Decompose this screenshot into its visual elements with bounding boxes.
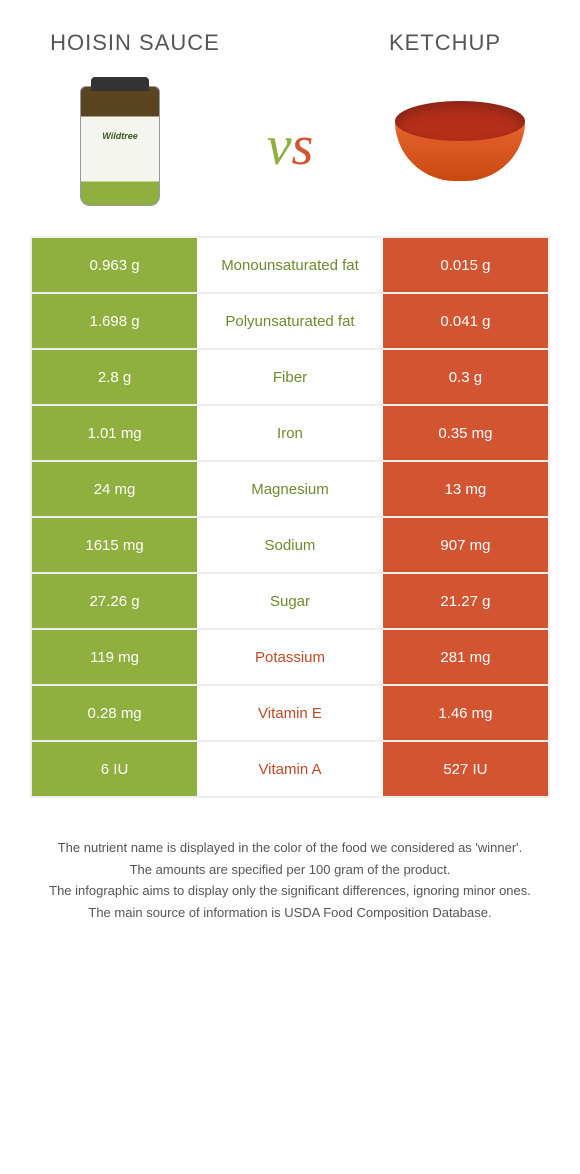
- nutrient-name-cell: Vitamin A: [197, 742, 383, 796]
- right-value-cell: 0.35 mg: [383, 406, 548, 460]
- comparison-table: 0.963 gMonounsaturated fat0.015 g1.698 g…: [30, 236, 550, 798]
- table-row: 27.26 gSugar21.27 g: [32, 572, 548, 628]
- left-product-title: HOISIN SAUCE: [50, 30, 220, 56]
- left-value-cell: 1.01 mg: [32, 406, 197, 460]
- product-images-row: Wildtree vs: [0, 66, 580, 236]
- nutrient-name-cell: Vitamin E: [197, 686, 383, 740]
- right-value-cell: 0.041 g: [383, 294, 548, 348]
- nutrient-name-cell: Monounsaturated fat: [197, 238, 383, 292]
- nutrient-name-cell: Fiber: [197, 350, 383, 404]
- table-row: 1.698 gPolyunsaturated fat0.041 g: [32, 292, 548, 348]
- right-value-cell: 21.27 g: [383, 574, 548, 628]
- table-row: 0.28 mgVitamin E1.46 mg: [32, 684, 548, 740]
- footer-line: The nutrient name is displayed in the co…: [30, 838, 550, 858]
- left-value-cell: 119 mg: [32, 630, 197, 684]
- left-value-cell: 0.28 mg: [32, 686, 197, 740]
- left-value-cell: 2.8 g: [32, 350, 197, 404]
- right-product-image: [390, 76, 530, 216]
- ketchup-bowl-icon: [395, 101, 525, 191]
- table-row: 0.963 gMonounsaturated fat0.015 g: [32, 236, 548, 292]
- footer-notes: The nutrient name is displayed in the co…: [30, 838, 550, 922]
- nutrient-name-cell: Magnesium: [197, 462, 383, 516]
- table-row: 1.01 mgIron0.35 mg: [32, 404, 548, 460]
- left-value-cell: 24 mg: [32, 462, 197, 516]
- nutrient-name-cell: Iron: [197, 406, 383, 460]
- hoisin-jar-icon: Wildtree: [80, 86, 160, 206]
- table-row: 119 mgPotassium281 mg: [32, 628, 548, 684]
- nutrient-name-cell: Sodium: [197, 518, 383, 572]
- left-value-cell: 0.963 g: [32, 238, 197, 292]
- footer-line: The main source of information is USDA F…: [30, 903, 550, 923]
- right-product-title: KETCHUP: [360, 30, 530, 56]
- right-value-cell: 527 IU: [383, 742, 548, 796]
- table-row: 6 IUVitamin A527 IU: [32, 740, 548, 796]
- left-value-cell: 1.698 g: [32, 294, 197, 348]
- table-row: 2.8 gFiber0.3 g: [32, 348, 548, 404]
- right-value-cell: 1.46 mg: [383, 686, 548, 740]
- table-row: 24 mgMagnesium13 mg: [32, 460, 548, 516]
- right-value-cell: 13 mg: [383, 462, 548, 516]
- header: HOISIN SAUCE KETCHUP: [0, 0, 580, 66]
- nutrient-name-cell: Sugar: [197, 574, 383, 628]
- right-value-cell: 907 mg: [383, 518, 548, 572]
- footer-line: The infographic aims to display only the…: [30, 881, 550, 901]
- table-row: 1615 mgSodium907 mg: [32, 516, 548, 572]
- vs-label: vs: [267, 114, 314, 178]
- right-value-cell: 0.015 g: [383, 238, 548, 292]
- nutrient-name-cell: Potassium: [197, 630, 383, 684]
- left-value-cell: 6 IU: [32, 742, 197, 796]
- nutrient-name-cell: Polyunsaturated fat: [197, 294, 383, 348]
- left-value-cell: 27.26 g: [32, 574, 197, 628]
- footer-line: The amounts are specified per 100 gram o…: [30, 860, 550, 880]
- left-product-image: Wildtree: [50, 76, 190, 216]
- left-value-cell: 1615 mg: [32, 518, 197, 572]
- right-value-cell: 0.3 g: [383, 350, 548, 404]
- jar-brand-label: Wildtree: [81, 87, 159, 141]
- right-value-cell: 281 mg: [383, 630, 548, 684]
